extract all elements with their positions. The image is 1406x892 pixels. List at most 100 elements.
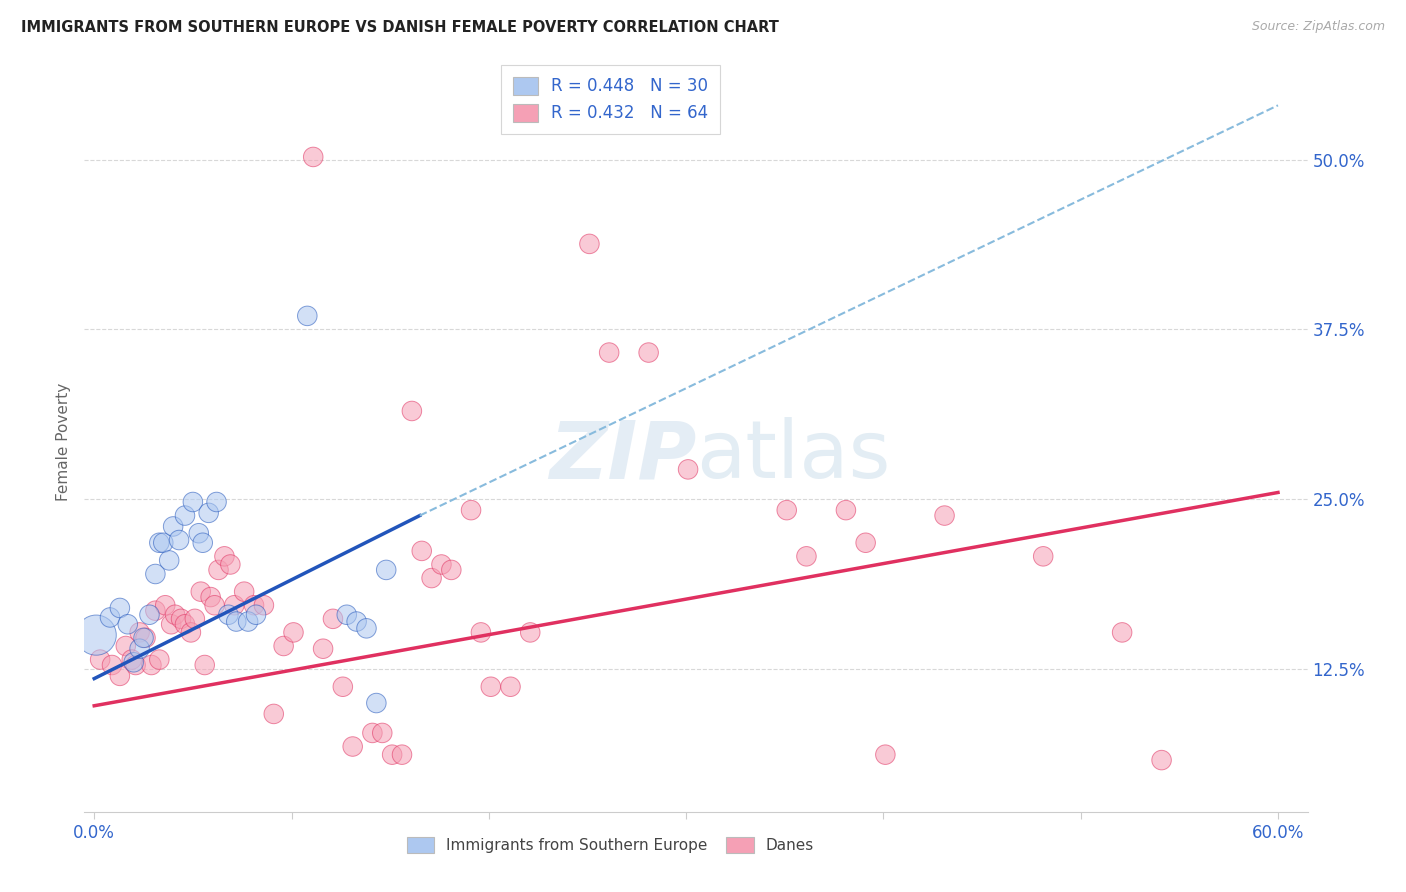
Point [336,607,359,622]
Point [194,658,217,673]
Point [225,615,247,629]
Point [181,495,204,509]
Point [312,641,335,656]
Point [322,612,344,626]
Point [165,607,187,622]
Point [233,584,256,599]
Point [637,345,659,359]
Point [207,563,229,577]
Point [519,625,541,640]
Legend: Immigrants from Southern Europe, Danes: Immigrants from Southern Europe, Danes [401,830,820,860]
Point [224,599,246,613]
Point [342,739,364,754]
Point [122,655,145,669]
Point [245,607,267,622]
Point [160,617,183,632]
Point [776,503,799,517]
Point [145,604,167,618]
Point [157,553,180,567]
Point [187,526,209,541]
Point [84,628,107,642]
Point [114,639,136,653]
Point [420,571,443,585]
Point [108,669,131,683]
Point [460,503,482,517]
Point [101,658,124,673]
Point [796,549,818,564]
Point [138,607,160,622]
Point [253,599,276,613]
Point [167,533,190,547]
Point [381,747,404,762]
Point [155,599,177,613]
Point [371,726,394,740]
Point [440,563,463,577]
Point [366,696,388,710]
Point [346,615,368,629]
Point [152,535,174,549]
Text: Source: ZipAtlas.com: Source: ZipAtlas.com [1251,20,1385,33]
Point [214,549,236,564]
Point [1032,549,1054,564]
Point [117,617,139,632]
Point [356,621,378,635]
Point [148,535,170,549]
Point [135,631,157,645]
Point [332,680,354,694]
Text: ZIP: ZIP [548,417,696,495]
Point [162,519,184,533]
Point [401,404,423,418]
Point [197,506,219,520]
Point [391,747,413,762]
Point [148,652,170,666]
Text: atlas: atlas [696,417,890,495]
Point [499,680,522,694]
Point [263,706,285,721]
Point [180,625,202,640]
Point [128,641,150,656]
Y-axis label: Female Poverty: Female Poverty [56,383,72,500]
Point [124,658,146,673]
Point [1111,625,1133,640]
Point [190,584,212,599]
Point [121,652,143,666]
Point [219,558,242,572]
Point [200,590,222,604]
Point [273,639,295,653]
Point [98,610,121,624]
Point [479,680,502,694]
Point [217,607,239,622]
Point [191,535,214,549]
Point [141,658,163,673]
Point [855,535,877,549]
Point [578,236,600,251]
Point [283,625,305,640]
Point [174,508,197,523]
Point [430,558,453,572]
Point [174,617,197,632]
Point [361,726,384,740]
Point [411,544,433,558]
Point [184,612,207,626]
Point [205,495,228,509]
Point [128,625,150,640]
Point [89,652,111,666]
Point [243,599,266,613]
Point [676,462,699,476]
Point [1150,753,1173,767]
Point [204,599,226,613]
Point [297,309,319,323]
Point [875,747,897,762]
Point [375,563,398,577]
Text: IMMIGRANTS FROM SOUTHERN EUROPE VS DANISH FEMALE POVERTY CORRELATION CHART: IMMIGRANTS FROM SOUTHERN EUROPE VS DANIS… [21,20,779,35]
Point [170,612,193,626]
Point [132,631,155,645]
Point [108,601,131,615]
Point [934,508,956,523]
Point [236,615,259,629]
Point [470,625,492,640]
Point [145,566,167,581]
Point [302,150,325,164]
Point [835,503,858,517]
Point [598,345,620,359]
